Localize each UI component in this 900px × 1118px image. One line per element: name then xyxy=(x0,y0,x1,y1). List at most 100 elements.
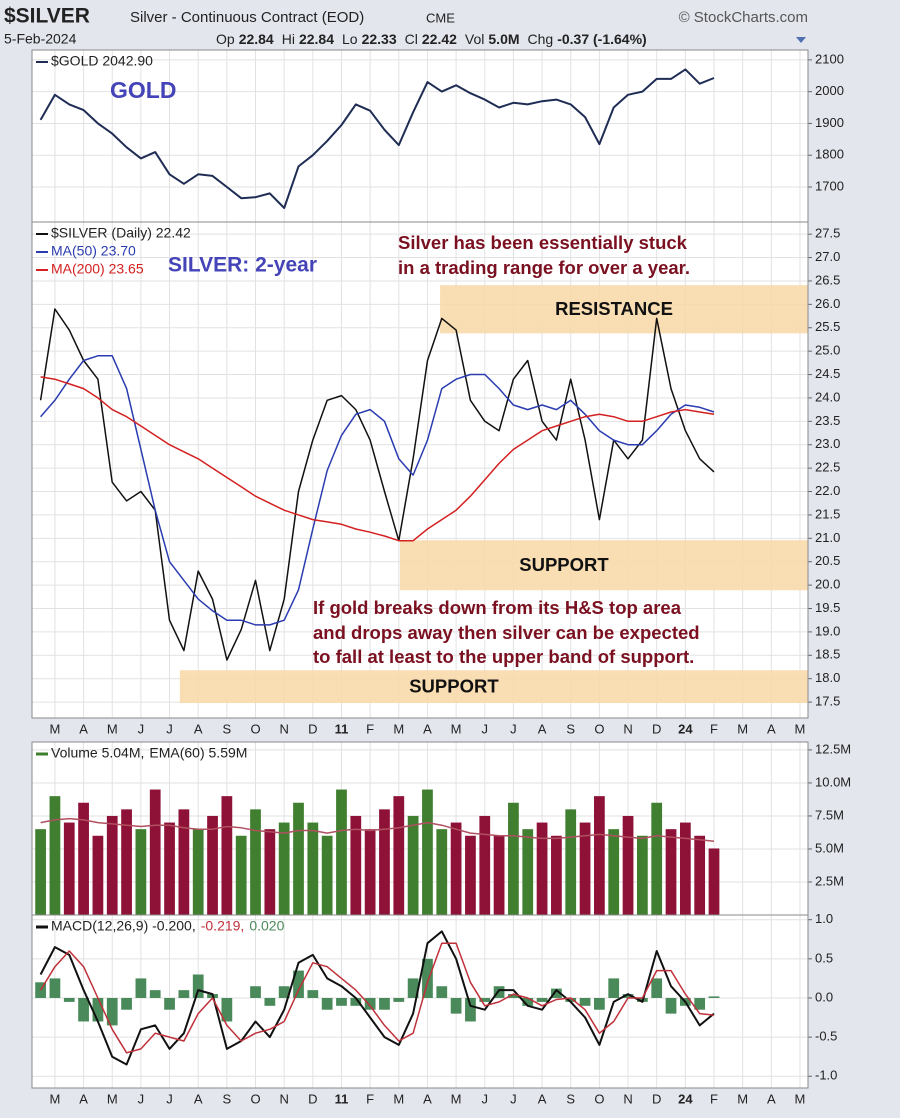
bar xyxy=(522,829,534,915)
x-tick-label: F xyxy=(710,721,718,736)
bar xyxy=(92,997,104,1022)
x-tick-label: M xyxy=(795,721,806,736)
bar xyxy=(422,958,433,998)
y-tick-label: -1.0 xyxy=(815,1068,837,1083)
bar xyxy=(149,990,161,998)
bar xyxy=(307,990,319,998)
x-tick-label: M xyxy=(795,1091,806,1106)
y-tick-label: 20.0 xyxy=(815,577,840,592)
bar xyxy=(35,982,46,998)
x-tick-label: 24 xyxy=(678,721,693,736)
legend-label: $SILVER (Daily) 22.42 xyxy=(51,225,191,241)
series-line xyxy=(39,308,715,661)
legend-label: MA(50) 23.70 xyxy=(51,243,136,259)
x-tick-label: D xyxy=(308,1091,317,1106)
bar xyxy=(622,994,634,998)
bar xyxy=(121,809,132,915)
y-tick-label: 17.5 xyxy=(815,694,840,709)
bar xyxy=(608,978,620,998)
y-tick-label: 26.0 xyxy=(815,296,840,311)
y-tick-label: 18.0 xyxy=(815,670,840,685)
dropdown-icon[interactable] xyxy=(796,37,806,43)
y-tick-label: 21.5 xyxy=(815,506,840,521)
x-tick-label: A xyxy=(79,1091,88,1106)
bar xyxy=(192,829,204,915)
x-tick-label: M xyxy=(50,1091,61,1106)
bar xyxy=(135,978,147,998)
x-tick-label: N xyxy=(623,1091,632,1106)
bar xyxy=(594,796,605,915)
bar xyxy=(278,822,290,915)
y-tick-label: 20.5 xyxy=(815,553,840,568)
series-line xyxy=(39,942,715,1054)
y-tick-label: 1800 xyxy=(815,147,844,162)
stat-label: Vol xyxy=(465,31,484,47)
x-tick-label: 11 xyxy=(335,721,349,736)
bar xyxy=(164,822,175,915)
y-tick-label: 19.5 xyxy=(815,600,840,615)
x-tick-label: A xyxy=(423,1091,432,1106)
y-tick-label: 2.5M xyxy=(815,873,844,888)
bar xyxy=(235,835,247,915)
x-tick-label: J xyxy=(138,721,145,736)
bar xyxy=(336,789,347,915)
bar xyxy=(250,986,261,998)
bar xyxy=(379,809,390,915)
bar xyxy=(651,802,663,915)
annotation: to fall at least to the upper band of su… xyxy=(313,646,694,667)
bar xyxy=(579,822,591,915)
x-tick-label: D xyxy=(652,721,661,736)
bar xyxy=(665,829,677,915)
bar xyxy=(594,997,605,1010)
bar xyxy=(321,997,333,1010)
x-tick-label: A xyxy=(767,721,776,736)
bar xyxy=(493,835,505,915)
x-tick-label: J xyxy=(482,721,489,736)
bar xyxy=(49,978,61,998)
stat-value: 22.33 xyxy=(362,31,397,47)
bar xyxy=(636,835,648,915)
y-tick-label: 10.0M xyxy=(815,774,851,789)
stat-value: 22.42 xyxy=(422,31,457,47)
x-tick-label: 11 xyxy=(335,1091,349,1106)
zone-label: RESISTANCE xyxy=(555,298,673,319)
symbol: $SILVER xyxy=(4,5,90,28)
legend-label: 0.020 xyxy=(249,918,284,934)
x-tick-label: A xyxy=(79,721,88,736)
bar xyxy=(407,815,419,915)
y-tick-label: 7.5M xyxy=(815,807,844,822)
bar xyxy=(221,997,233,1022)
bar xyxy=(164,997,175,1010)
bar xyxy=(436,829,448,915)
y-tick-label: 24.0 xyxy=(815,389,840,404)
x-tick-label: J xyxy=(510,1091,517,1106)
bar xyxy=(536,822,548,915)
x-tick-label: F xyxy=(366,721,374,736)
bar xyxy=(694,835,706,915)
legend-label: MA(200) 23.65 xyxy=(51,261,144,277)
bar xyxy=(106,815,118,915)
bar xyxy=(665,997,677,1014)
x-tick-label: O xyxy=(594,1091,604,1106)
x-tick-label: F xyxy=(710,1091,718,1106)
y-tick-label: 25.5 xyxy=(815,319,840,334)
x-tick-label: D xyxy=(308,721,317,736)
stat-label: Cl xyxy=(405,31,418,47)
x-tick-label: O xyxy=(250,721,260,736)
panel-border xyxy=(31,221,809,719)
x-tick-label: A xyxy=(194,1091,203,1106)
x-tick-label: M xyxy=(451,1091,462,1106)
bar xyxy=(149,789,161,915)
annotation: and drops away then silver can be expect… xyxy=(313,622,700,643)
bar xyxy=(450,997,462,1014)
bar xyxy=(379,997,390,1010)
legend-label: -0.219, xyxy=(201,918,245,934)
bar xyxy=(321,835,333,915)
bar xyxy=(221,796,233,915)
y-tick-label: 19.0 xyxy=(815,623,840,638)
annotation: If gold breaks down from its H&S top are… xyxy=(313,597,682,618)
x-tick-label: M xyxy=(393,1091,404,1106)
y-tick-label: 23.5 xyxy=(815,413,840,428)
bar xyxy=(479,815,491,915)
